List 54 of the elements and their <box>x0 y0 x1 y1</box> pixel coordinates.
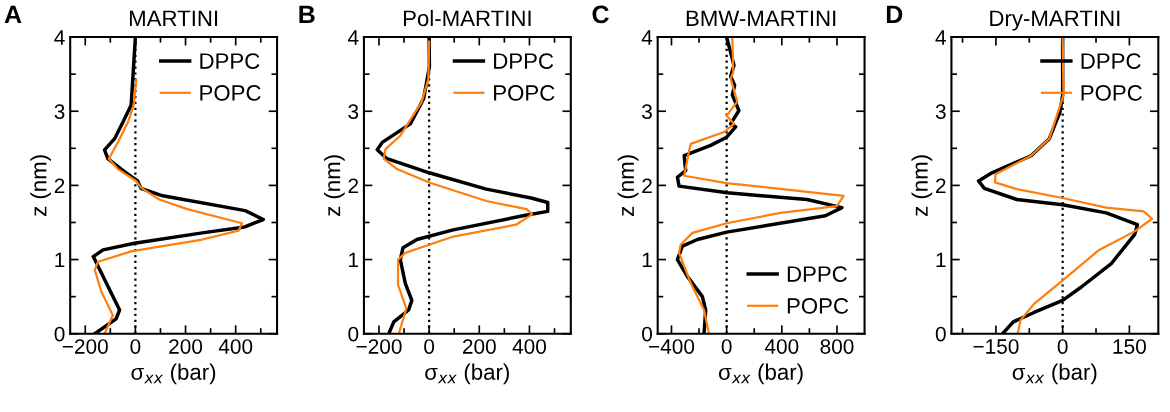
y-tick-label: 3 <box>348 104 359 119</box>
y-tick-label: 2 <box>642 178 652 193</box>
x-tick-label: 200 <box>169 339 203 354</box>
y-tick-label: 4 <box>54 30 65 45</box>
y-tick-label: 1 <box>936 252 946 268</box>
x-tick-label: 0 <box>1057 339 1068 354</box>
legend-label: DPPC <box>200 53 260 69</box>
line-series <box>993 37 1154 334</box>
x-tick-label: 0 <box>130 339 141 354</box>
x-axis-title: σ$_{xx}$ (bar) <box>718 363 803 385</box>
y-tick-label: 2 <box>936 178 946 193</box>
x-tick-label: 200 <box>462 339 496 354</box>
legend-label: POPC <box>1081 85 1142 101</box>
chart-title: MARTINI <box>129 10 218 26</box>
text: C <box>592 5 609 24</box>
y-axis-title: z (nm) <box>911 155 933 216</box>
y-tick-label: 1 <box>642 252 652 268</box>
chart-title: BMW-MARTINI <box>686 10 836 26</box>
y-tick-label: 4 <box>935 30 946 45</box>
x-tick-label: 400 <box>218 339 253 354</box>
text: A <box>4 5 22 23</box>
chart-title: Pol-MARTINI <box>403 9 531 27</box>
x-tick-label: 150 <box>1113 339 1146 354</box>
y-axis-title: z (nm) <box>30 155 51 216</box>
y-tick-label: 3 <box>54 104 65 119</box>
y-axis-title: z (nm) <box>617 155 639 216</box>
x-tick-label: −150 <box>973 339 1019 354</box>
y-tick-label: 3 <box>935 104 946 119</box>
y-tick-label: 4 <box>641 30 653 45</box>
y-tick-label: 1 <box>55 252 65 268</box>
y-tick-label: 2 <box>54 178 65 193</box>
y-tick-label: 4 <box>347 30 359 45</box>
text: B <box>299 5 315 23</box>
x-tick-label: 800 <box>820 339 854 354</box>
x-tick-label: 0 <box>424 339 435 354</box>
x-axis-title: σ$_{xx}$ (bar) <box>131 363 216 385</box>
legend-label: DPPC <box>494 53 554 69</box>
y-tick-label: 2 <box>348 178 359 193</box>
legend-label: POPC <box>787 298 849 314</box>
y-tick-label: 0 <box>935 326 946 342</box>
y-tick-label: 1 <box>349 252 359 268</box>
chart-title: Dry-MARTINI <box>990 10 1120 31</box>
x-axis-title: σ$_{xx}$ (bar) <box>1012 363 1097 385</box>
legend-label: POPC <box>200 85 261 101</box>
x-tick-label: 400 <box>764 339 799 354</box>
text: D <box>886 5 903 23</box>
legend-label: DPPC <box>787 266 847 282</box>
y-tick-label: 3 <box>642 104 652 119</box>
legend-label: POPC <box>494 85 555 101</box>
legend-label: DPPC <box>1081 53 1141 69</box>
y-axis-title: z (nm) <box>324 155 345 216</box>
x-tick-label: 0 <box>721 339 732 354</box>
x-axis-title: σ$_{xx}$ (bar) <box>425 363 509 385</box>
x-tick-label: 400 <box>512 339 546 354</box>
